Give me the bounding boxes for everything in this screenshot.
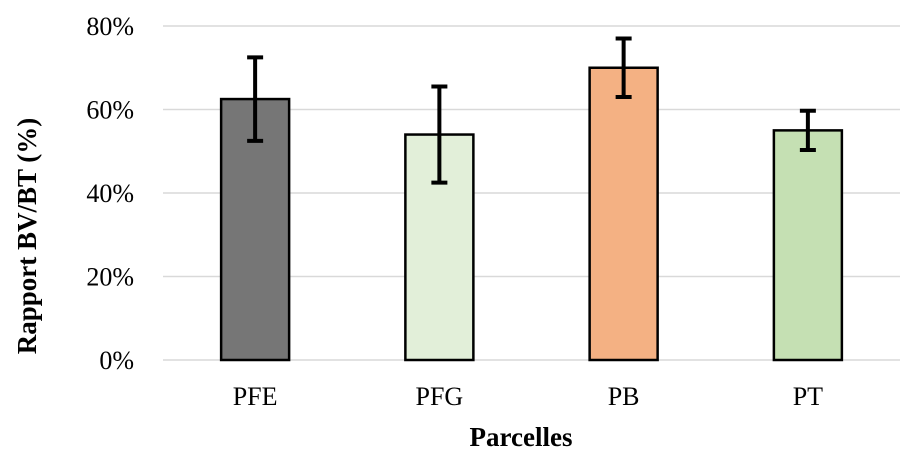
- y-tick-label: 80%: [86, 12, 134, 41]
- y-tick-label: 60%: [86, 96, 134, 125]
- x-tick-label: PFG: [416, 382, 464, 411]
- error-bar-pt: [799, 108, 816, 152]
- error-bar-pb: [615, 36, 632, 99]
- y-tick-labels: 0% 20% 40% 60% 80%: [86, 12, 134, 375]
- y-tick-label: 20%: [86, 263, 134, 292]
- error-bar-pfg: [431, 84, 448, 185]
- x-tick-label: PT: [793, 382, 823, 411]
- y-tick-label: 40%: [86, 179, 134, 208]
- bars: [219, 66, 844, 362]
- bar-pb: [588, 66, 659, 362]
- bar-pfg: [404, 133, 475, 362]
- error-bar-pfe: [247, 55, 264, 143]
- x-tick-labels: PFE PFG PB PT: [233, 382, 823, 411]
- y-axis-title: Rapport BV/BT (%): [12, 118, 42, 355]
- x-tick-label: PFE: [233, 382, 278, 411]
- bar-pt: [772, 129, 844, 362]
- y-tick-label: 0%: [99, 346, 134, 375]
- x-tick-label: PB: [608, 382, 640, 411]
- error-bars: [247, 36, 816, 185]
- x-axis-title: Parcelles: [470, 422, 573, 450]
